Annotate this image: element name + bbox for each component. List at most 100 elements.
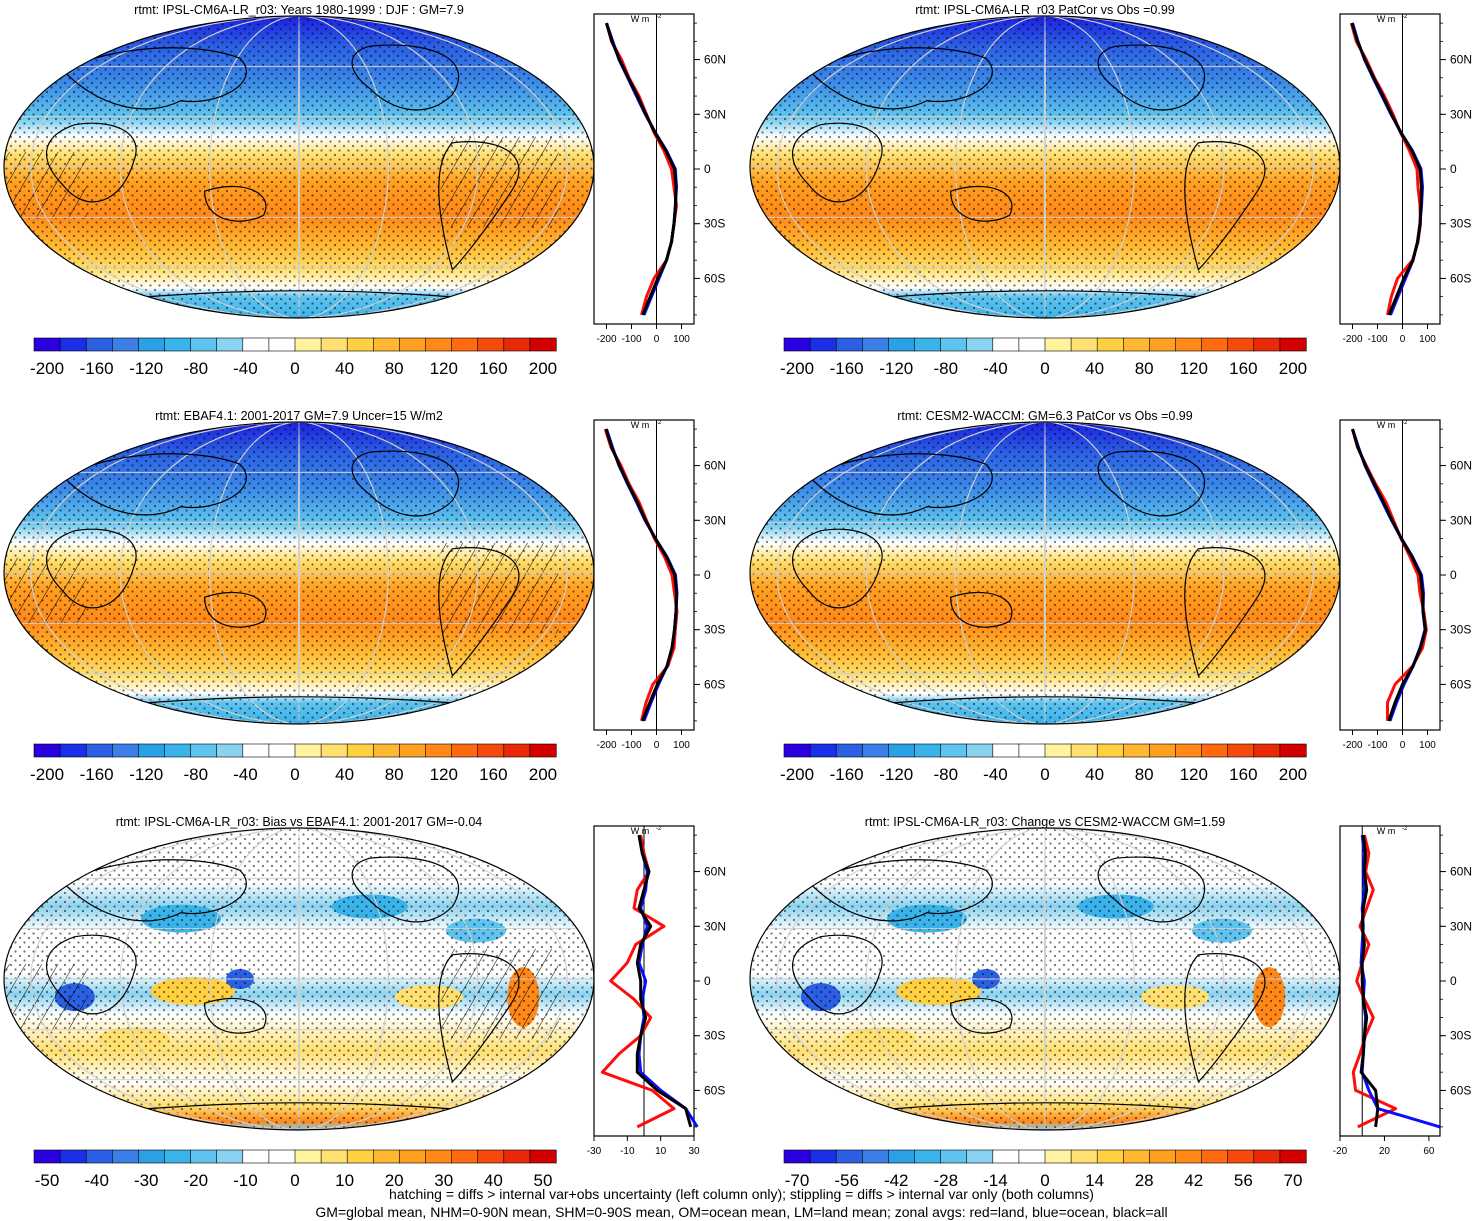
panel-1: rtmt: IPSL-CM6A-LR_r03: Years 1980-1999 … — [3, 3, 726, 378]
colorbar-swatch — [85, 1149, 113, 1164]
coastline — [1184, 141, 1266, 271]
colorbar-swatch — [477, 337, 505, 352]
colorbar-swatch — [242, 1149, 270, 1164]
colorbar-swatch — [216, 743, 244, 758]
zonal-series-land — [1351, 834, 1398, 1129]
colorbar-swatch — [914, 1149, 942, 1164]
zonal-units: W m — [1377, 420, 1396, 430]
zonal-xtick-label: 10 — [655, 1146, 667, 1157]
colorbar-swatch — [1123, 1149, 1151, 1164]
colorbar-swatch — [1253, 743, 1281, 758]
zonal-xtick-label: -100 — [1367, 740, 1387, 751]
map — [4, 422, 594, 724]
zonal-xtick-label: 0 — [1400, 334, 1406, 345]
zonal-ytick-label: 0 — [1450, 974, 1457, 988]
hatching — [4, 963, 87, 1031]
caption-hatching: hatching = diffs > internal var+obs unce… — [389, 1186, 1094, 1202]
colorbar-swatch — [112, 337, 140, 352]
zonal-ytick-label: 30S — [1450, 623, 1471, 637]
colorbar-swatch — [138, 1149, 166, 1164]
graticule-lon — [209, 16, 389, 318]
colorbar-tick-label: 20 — [385, 1171, 404, 1190]
colorbar-swatch — [59, 337, 87, 352]
map — [4, 16, 594, 318]
panel-title: rtmt: IPSL-CM6A-LR_r03: Bias vs EBAF4.1:… — [116, 815, 483, 829]
colorbar-tick-label: 0 — [290, 1171, 299, 1190]
colorbar-tick-label: -120 — [129, 359, 163, 378]
graticule-lon — [865, 828, 1225, 1130]
caption-legend: GM=global mean, NHM=0-90N mean, SHM=0-90… — [315, 1204, 1168, 1220]
colorbar-tick-label: 80 — [385, 359, 404, 378]
colorbar-swatch — [1175, 1149, 1203, 1164]
graticule-lon — [1044, 828, 1046, 1130]
colorbar-tick-label: -70 — [785, 1171, 810, 1190]
colorbar-swatch — [1201, 337, 1229, 352]
colorbar-swatch — [164, 1149, 192, 1164]
colorbar-swatch — [529, 743, 557, 758]
colorbar-tick-label: 0 — [1040, 765, 1049, 784]
colorbar-swatch — [940, 743, 968, 758]
zonal-ytick-label: 60N — [704, 459, 726, 473]
panel-2: rtmt: IPSL-CM6A-LR_r03 PatCor vs Obs =0.… — [749, 3, 1472, 378]
zonal-xtick-label: -10 — [620, 1146, 635, 1157]
zonal-series-all — [635, 834, 693, 1128]
colorbar-tick-label: -42 — [884, 1171, 909, 1190]
zonal-ytick-label: 60S — [1450, 677, 1471, 691]
zonal-units-exponent: -2 — [1402, 826, 1408, 832]
zonal-ytick-label: 30N — [1450, 107, 1472, 121]
zonal-frame — [593, 419, 695, 731]
zonal-xtick-label: 60 — [1423, 1146, 1435, 1157]
colorbar-swatch — [888, 337, 916, 352]
colorbar-swatch — [59, 743, 87, 758]
colorbar-tick-label: 120 — [430, 359, 458, 378]
colorbar-swatch — [399, 1149, 427, 1164]
colorbar-tick-label: 56 — [1234, 1171, 1253, 1190]
colorbar-swatch — [294, 743, 322, 758]
zonal-xtick-label: -100 — [1367, 334, 1387, 345]
zonal-frame — [1339, 13, 1441, 325]
zonal-xtick-label: 30 — [688, 1146, 700, 1157]
zonal-series-land — [1351, 428, 1428, 721]
colorbar-swatch — [268, 337, 296, 352]
zonal-units: W m — [631, 420, 650, 430]
coastline — [351, 856, 460, 923]
colorbar-swatch — [783, 337, 811, 352]
zonal-ytick-label: 0 — [1450, 568, 1457, 582]
colorbar-swatch — [914, 337, 942, 352]
colorbar-swatch — [425, 337, 453, 352]
colorbar-swatch — [451, 337, 479, 352]
zonal-series-all — [604, 428, 678, 722]
colorbar-swatch — [451, 743, 479, 758]
zonal-series-all — [1359, 834, 1380, 1128]
colorbar-tick-label: 0 — [290, 359, 299, 378]
colorbar-swatch — [809, 743, 837, 758]
colorbar-swatch — [216, 1149, 244, 1164]
zonal-ytick-label: 0 — [704, 568, 711, 582]
colorbar-tick-label: 200 — [529, 765, 557, 784]
graticule-lon — [1044, 16, 1046, 318]
colorbar-swatch — [992, 337, 1020, 352]
colorbar-tick-label: -40 — [983, 765, 1008, 784]
coastline — [792, 934, 883, 1015]
colorbar-swatch — [1018, 337, 1046, 352]
colorbar-tick-label: -200 — [780, 359, 814, 378]
colorbar-swatch — [477, 743, 505, 758]
colorbar-swatch — [346, 337, 374, 352]
colorbar-swatch — [320, 337, 348, 352]
panel-title: rtmt: IPSL-CM6A-LR_r03: Change vs CESM2-… — [865, 815, 1225, 829]
coastline — [1097, 856, 1206, 923]
zonal-ytick-label: 0 — [704, 974, 711, 988]
zonal-units-exponent: -2 — [656, 14, 662, 20]
zonal-ytick-label: 60N — [1450, 459, 1472, 473]
zonal-series-land — [1349, 22, 1422, 316]
graticule-lon — [865, 16, 1225, 318]
zonal-series-land — [603, 428, 679, 722]
zonal-ytick-label: 60S — [1450, 1083, 1471, 1097]
colorbar-tick-label: -200 — [780, 765, 814, 784]
colorbar-tick-label: -80 — [184, 765, 209, 784]
colorbar-swatch — [33, 337, 61, 352]
colorbar-tick-label: 40 — [335, 359, 354, 378]
colorbar-swatch — [966, 743, 994, 758]
zonal-series-all — [1350, 22, 1423, 316]
